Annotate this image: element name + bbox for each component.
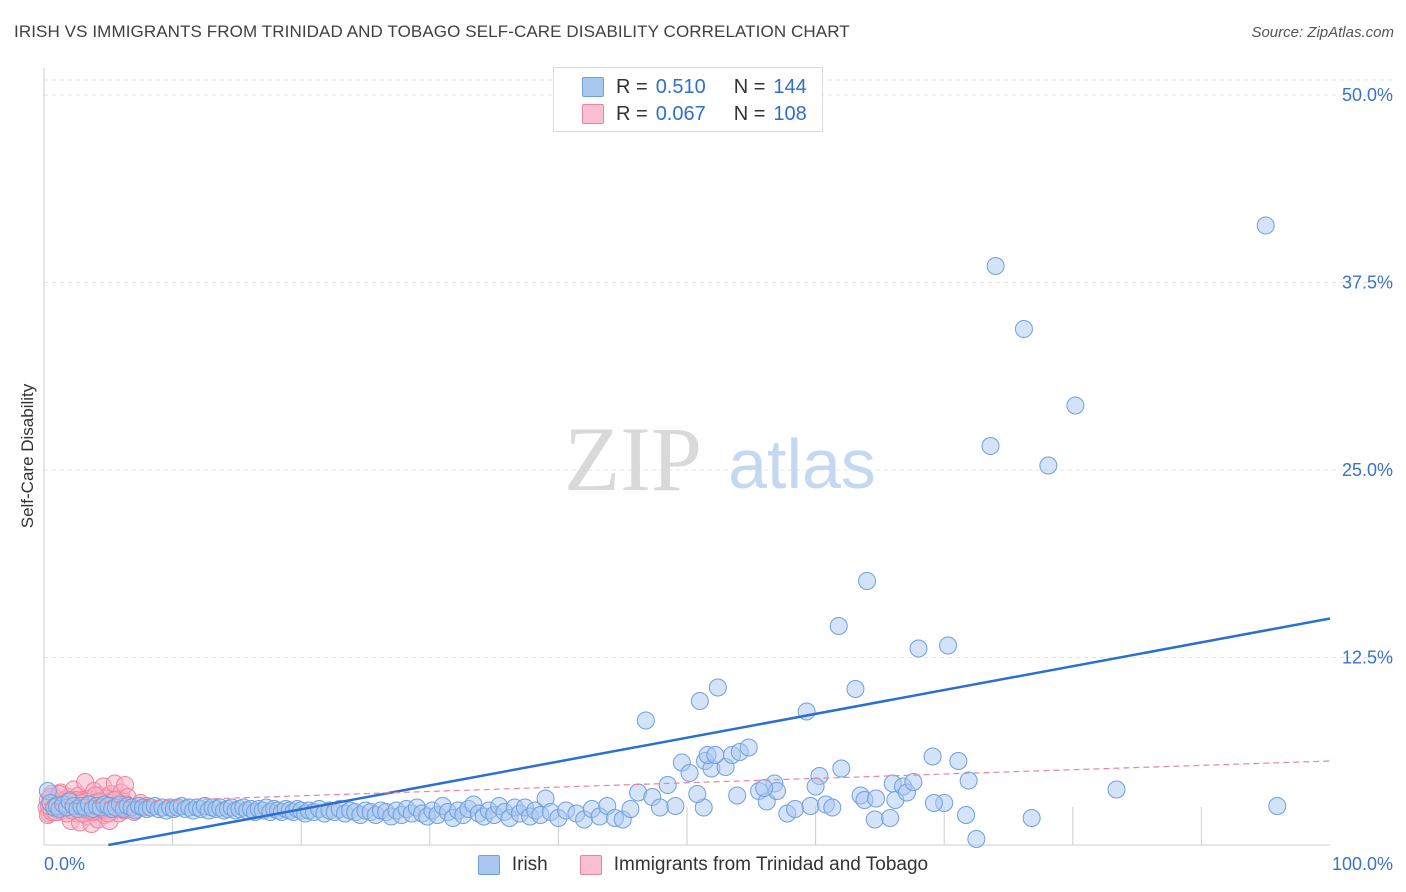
irish-point [801,797,820,815]
watermark: ZIP atlas [564,408,876,510]
series-irish-points [38,216,1287,848]
legend-r-label: R = [616,75,648,98]
legend-n-value: 108 [773,102,807,125]
irish-trend-line [108,617,1331,847]
irish-point [688,785,707,803]
stats-legend: R = 0.510 N = 144 R = 0.067 N = 108 [553,67,823,132]
irish-point [728,786,747,805]
irish-point [650,798,669,817]
irish-point [865,810,884,829]
legend-swatch-tt [579,855,602,875]
legend-n-value: 144 [773,75,807,98]
irish-point [949,752,968,770]
irish-point [708,678,727,697]
watermark-atlas: atlas [728,425,876,503]
irish-point [981,437,1000,455]
irish-point [1107,780,1126,799]
irish-point [867,789,886,808]
legend-item-tt[interactable]: Immigrants from Trinidad and Tobago [579,854,929,876]
irish-point [786,800,805,818]
irish-point [957,806,976,824]
legend-label-irish: Irish [511,854,548,875]
irish-point [967,830,986,848]
x-tick-label: 100.0% [1332,854,1393,874]
irish-point [909,639,928,658]
irish-point [755,779,774,797]
legend-r-label: R = [616,102,648,125]
irish-point [1022,809,1041,827]
irish-point [1066,396,1085,415]
legend-swatch-irish [477,855,500,875]
legend-label-tt: Immigrants from Trinidad and Tobago [613,854,929,875]
irish-point [1039,456,1058,475]
irish-point [666,797,685,815]
legend-r-value: 0.510 [655,75,706,98]
irish-point [658,776,677,794]
irish-point [923,747,942,766]
irish-point [621,800,640,818]
tick-labels: 12.5% 25.0% 37.5% 50.0% 0.0% 100.0% [44,85,1393,874]
irish-point [986,257,1005,275]
irish-point [829,617,848,635]
irish-point [881,809,900,827]
irish-point [1256,216,1275,235]
irish-point [832,759,851,778]
irish-point [924,794,943,812]
series-legend: Irish Immigrants from Trinidad and Tobag… [0,852,1406,878]
irish-point [959,771,978,790]
y-tick-label: 37.5% [1342,273,1393,293]
y-tick-label: 25.0% [1342,460,1393,480]
irish-point [680,764,699,782]
irish-point [846,680,865,698]
trend-lines [43,617,1331,847]
irish-point [690,692,709,710]
irish-point [806,777,825,796]
legend-item-irish[interactable]: Irish [477,854,548,876]
irish-point [858,572,877,590]
y-tick-label: 50.0% [1342,85,1393,105]
legend-n-label: N = [733,102,766,125]
irish-point [904,773,923,791]
legend-row-irish: R = 0.510 N = 144 [554,74,807,100]
watermark-zip: ZIP [564,408,702,510]
legend-row-tt: R = 0.067 N = 108 [554,101,807,127]
irish-point [939,636,958,655]
source-label: Source: ZipAtlas.com [1251,24,1394,41]
irish-point [636,711,655,730]
y-axis-title: Self-Care Disability [18,383,37,529]
irish-point [1014,320,1033,338]
legend-r-value: 0.067 [655,102,706,125]
legend-swatch-irish [582,77,604,97]
y-tick-label: 12.5% [1342,648,1393,668]
irish-point [739,738,758,757]
tt-trend-line [43,760,1331,806]
legend-n-label: N = [733,75,766,98]
x-tick-label: 0.0% [44,854,85,874]
irish-point [706,746,725,764]
grid-layer [44,79,1392,658]
chart-title: IRISH VS IMMIGRANTS FROM TRINIDAD AND TO… [14,22,850,41]
irish-point [823,798,842,817]
legend-swatch-tt [582,104,604,124]
irish-point [1268,797,1287,815]
